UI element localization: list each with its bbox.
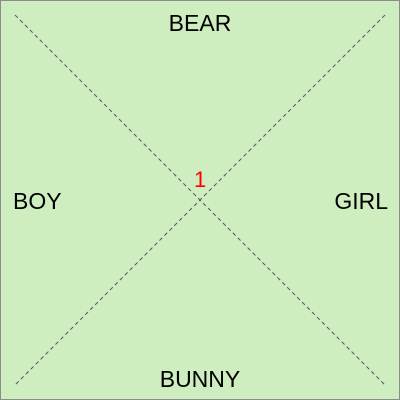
top-label-bear: BEAR — [168, 10, 232, 36]
right-label-girl: GIRL — [334, 188, 388, 214]
center-number: 1 — [194, 167, 207, 192]
bottom-label-bunny: BUNNY — [159, 366, 241, 392]
left-label-boy: BOY — [13, 188, 62, 214]
diagonal-top-right-to-bottom-left — [14, 14, 386, 386]
